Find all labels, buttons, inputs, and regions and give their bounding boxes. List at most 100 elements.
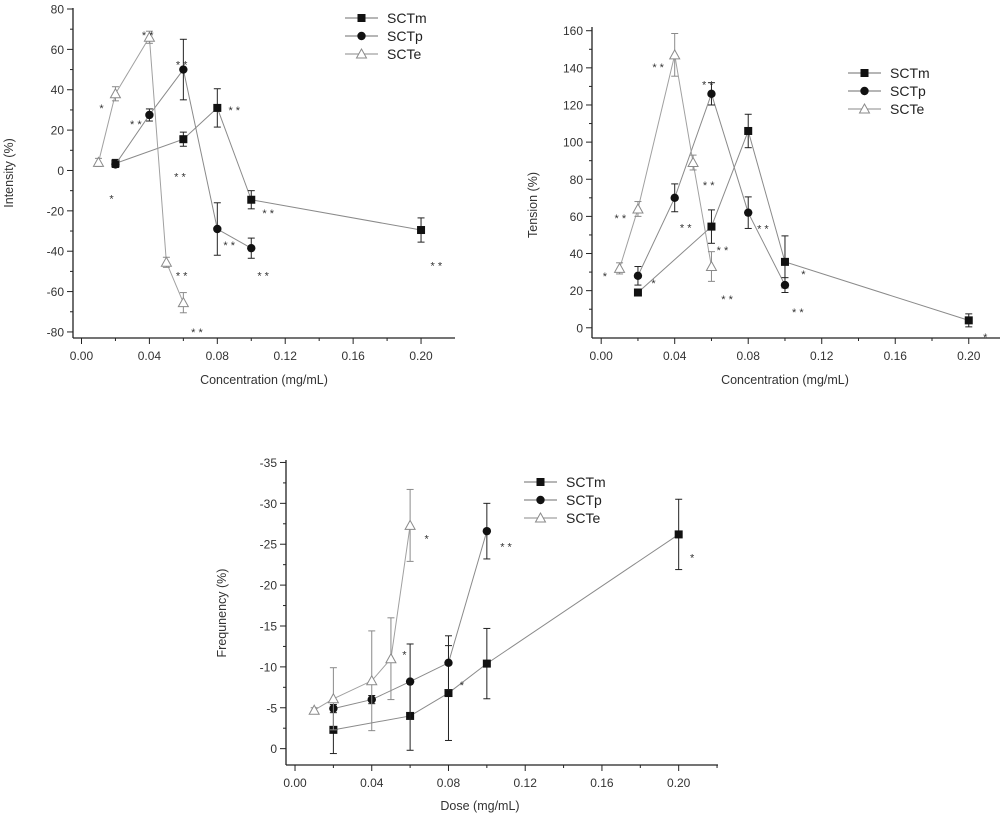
x-tick-label: 0.08 (737, 349, 761, 363)
data-point (327, 692, 340, 704)
legend-label: SCTm (387, 10, 427, 26)
y-tick-label: -40 (47, 245, 65, 259)
data-point (780, 257, 789, 266)
legend-label: SCTe (387, 46, 421, 62)
series-line (97, 35, 184, 303)
data-point (247, 243, 256, 253)
significance-marker: * * (680, 223, 692, 235)
data-point (482, 659, 491, 668)
data-point (633, 271, 643, 280)
y-tick-label: -30 (260, 497, 278, 511)
data-point (670, 193, 679, 203)
series-sctp (111, 38, 256, 259)
data-point (613, 262, 626, 273)
data-point (482, 526, 492, 536)
x-tick-label: 0.08 (206, 349, 230, 363)
x-tick-label: 0.04 (138, 349, 162, 363)
series-line (333, 533, 679, 731)
significance-marker: * * (223, 240, 235, 252)
y-tick-label: 140 (563, 61, 583, 75)
series-sctm (633, 113, 973, 328)
data-point (247, 195, 256, 204)
x-tick-label: 0.00 (590, 349, 614, 363)
y-tick-label: -80 (47, 325, 65, 339)
data-point (632, 202, 644, 214)
data-point (633, 288, 642, 297)
legend-marker (357, 14, 366, 22)
series-sctm (329, 498, 683, 755)
legend-label: SCTp (387, 28, 423, 44)
y-tick-label: -60 (47, 285, 65, 299)
legend-marker (534, 511, 547, 523)
significance-marker: * (603, 271, 608, 283)
significance-marker: * * (176, 60, 188, 72)
frequency-chart: Dose (mg/mL) Frequnency (%) 0.00 0.04 0.08… (215, 456, 718, 813)
y-tick-label: -20 (47, 204, 65, 218)
significance-marker: * * (721, 294, 733, 306)
y-tick-label: 160 (563, 24, 583, 38)
y-tick-label: -35 (260, 456, 278, 470)
x-axis-label: Concentration (mg/mL) (721, 373, 849, 387)
data-point (707, 222, 716, 231)
series-line (619, 54, 712, 269)
legend-label: SCTp (890, 83, 926, 99)
significance-marker: * (424, 533, 429, 545)
data-point (160, 256, 173, 267)
data-point (179, 135, 188, 144)
series-sctm (111, 88, 426, 243)
data-point (365, 674, 378, 686)
legend: SCTm SCTp SCTe (345, 10, 427, 62)
y-tick-label: 100 (563, 136, 583, 150)
x-tick-label: 0.00 (283, 776, 307, 790)
y-tick-label: 80 (570, 173, 584, 187)
y-tick-label: 0 (576, 321, 583, 335)
legend-label: SCTp (566, 492, 602, 508)
x-tick-label: 0.12 (810, 349, 834, 363)
data-point (109, 87, 122, 99)
data-point (417, 226, 426, 235)
significance-marker: * (801, 269, 806, 281)
data-point (444, 689, 453, 698)
x-tick-label: 0.12 (274, 349, 298, 363)
series-line (313, 525, 411, 711)
series-scte (92, 30, 190, 314)
significance-marker: * (99, 103, 104, 115)
legend-marker (355, 47, 368, 59)
data-point (177, 296, 190, 308)
x-tick-label: 0.16 (341, 349, 365, 363)
data-point (780, 280, 790, 290)
legend-marker (860, 69, 869, 77)
data-point (385, 652, 397, 664)
legend-label: SCTe (890, 101, 924, 117)
legend: SCTm SCTp SCTe (524, 474, 606, 526)
data-point (744, 126, 753, 135)
data-point (213, 103, 222, 112)
tension-chart: Concentration (mg/mL) Tension (%) 0.00 0.… (526, 24, 1000, 387)
data-point (213, 224, 222, 234)
data-point (444, 658, 453, 667)
y-axis-label: Intensity (%) (2, 138, 16, 207)
data-point (964, 316, 973, 325)
legend-marker (858, 102, 871, 114)
legend-label: SCTm (566, 474, 606, 490)
significance-marker: * * (614, 213, 626, 225)
data-point (668, 48, 681, 60)
data-point (179, 65, 188, 74)
significance-marker: * * (500, 542, 512, 554)
y-tick-label: 0 (270, 742, 277, 756)
data-point (308, 704, 321, 715)
y-tick-label: 40 (51, 83, 65, 97)
significance-marker: * * (142, 30, 154, 42)
significance-marker: * * (191, 327, 203, 339)
data-point (705, 260, 718, 272)
data-point (145, 110, 154, 120)
significance-marker: * * (257, 270, 269, 282)
y-tick-label: 120 (563, 98, 583, 112)
x-axis-label: Dose (mg/mL) (440, 799, 519, 813)
y-tick-label: -10 (260, 660, 278, 674)
significance-marker: * * (176, 270, 188, 282)
data-point (92, 156, 105, 167)
significance-marker: * * (174, 172, 186, 184)
x-tick-label: 0.16 (590, 776, 614, 790)
